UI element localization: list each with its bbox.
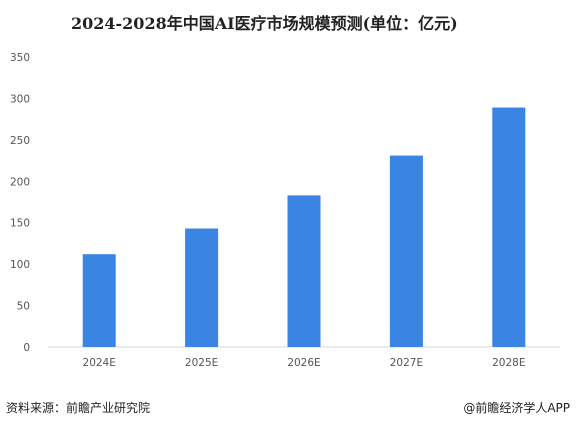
chart-title: 2024-2028年中国AI医疗市场规模预测(单位：亿元) [71,14,458,33]
bar-2028E [492,107,526,348]
x-tick-label: 2026E [287,357,320,369]
bar-2025E [185,228,219,347]
bar-2026E [287,195,321,347]
x-tick-label: 2027E [390,357,423,369]
y-tick-label: 300 [10,93,30,105]
x-tick-label: 2024E [83,357,116,369]
source-note: 资料来源：前瞻产业研究院 [6,401,151,415]
y-tick-label: 200 [10,176,30,188]
credit-note: @前瞻经济学人APP [463,401,570,415]
y-tick-label: 50 [17,301,30,313]
x-tick-label: 2028E [492,357,525,369]
y-axis: 0 50 100 150 200 250 300 350 [10,52,30,354]
bar-series [82,107,526,348]
bar-2027E [389,155,423,347]
y-tick-label: 0 [23,342,30,354]
x-axis: 2024E 2025E 2026E 2027E 2028E [83,357,526,369]
x-tick-label: 2025E [185,357,218,369]
y-tick-label: 150 [10,218,30,230]
y-tick-label: 100 [10,259,30,271]
bar-2024E [82,254,116,347]
y-tick-label: 350 [10,52,30,64]
y-tick-label: 250 [10,135,30,147]
